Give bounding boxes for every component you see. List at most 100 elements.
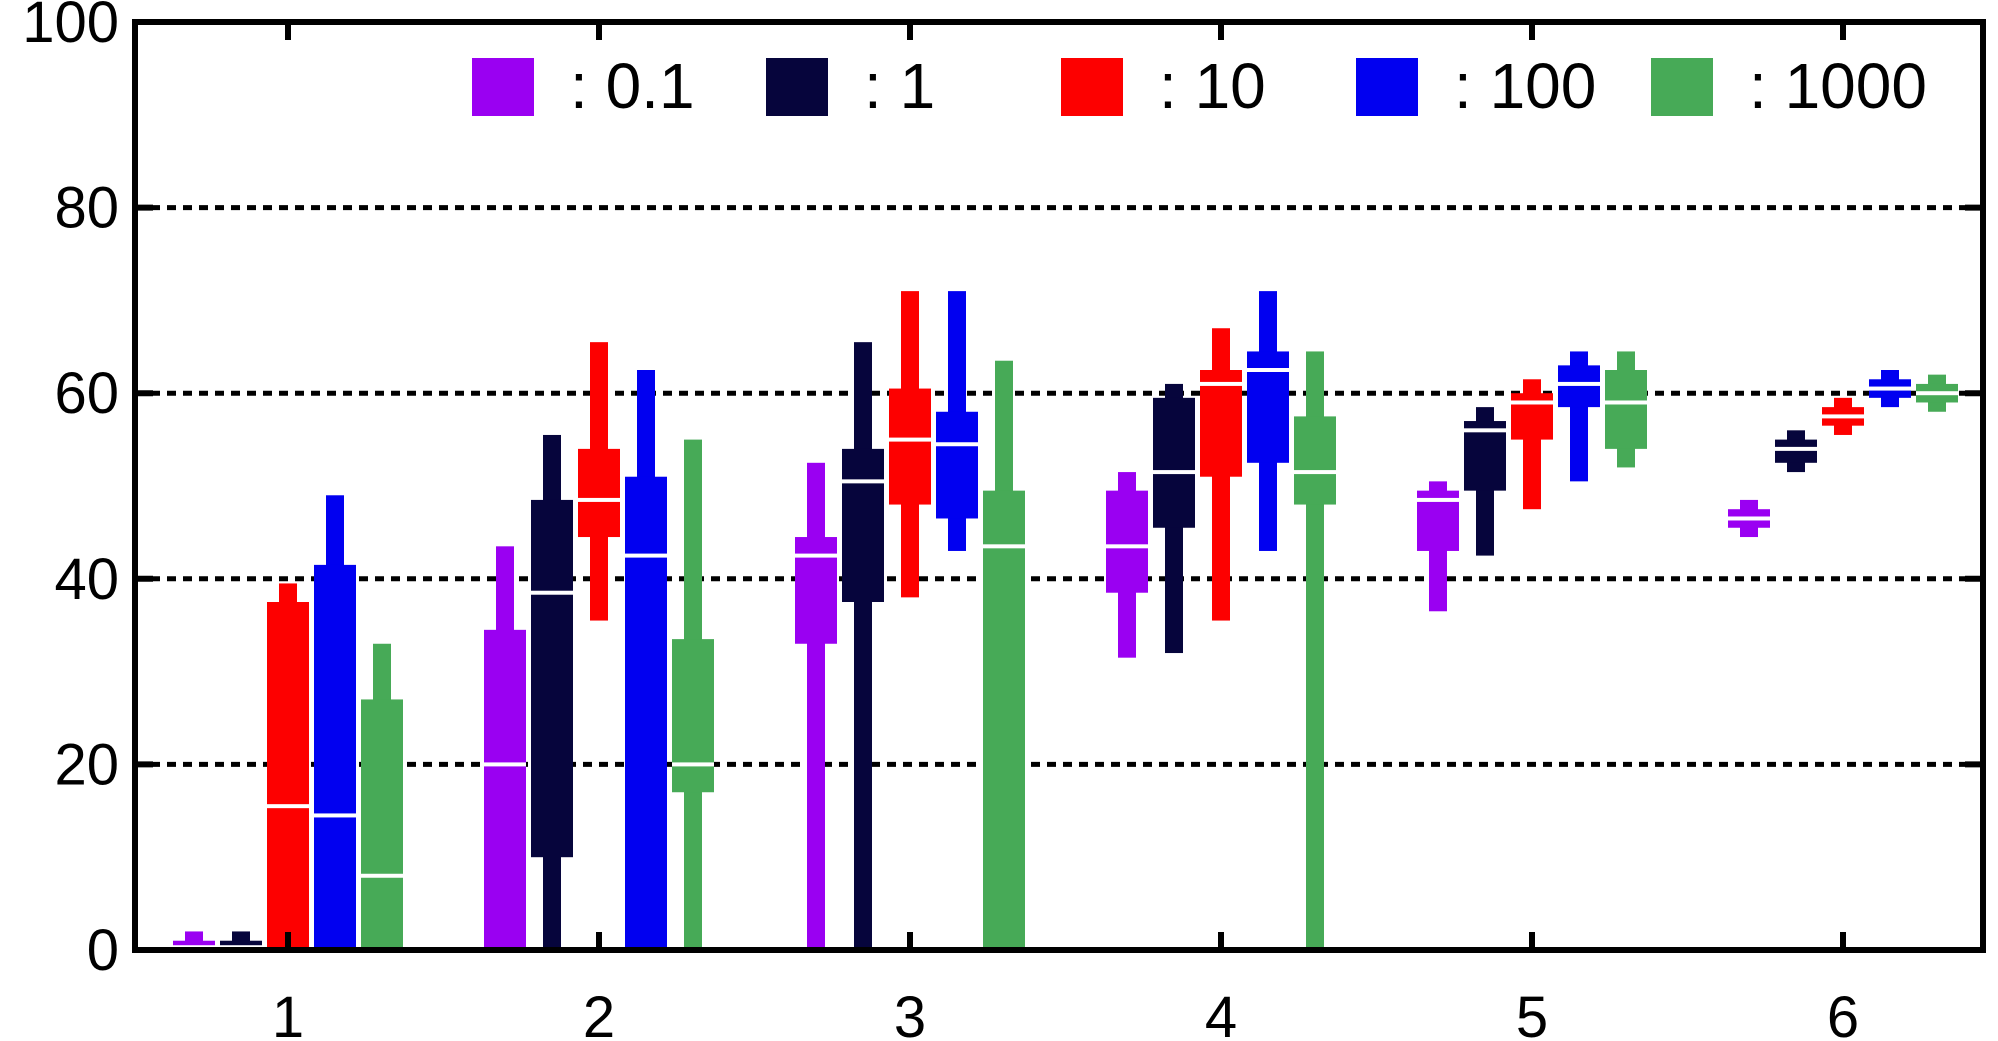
median-line xyxy=(672,762,714,767)
median-line xyxy=(1728,516,1770,521)
box-series xyxy=(173,291,1958,951)
iqr-box xyxy=(795,537,837,644)
median-line xyxy=(361,873,403,878)
iqr-box xyxy=(578,448,620,538)
iqr-box xyxy=(1775,439,1817,463)
box-5-4 xyxy=(1294,351,1336,950)
legend-swatch xyxy=(1651,58,1713,116)
x-tick-label: 5 xyxy=(1516,985,1548,1041)
box-3-6 xyxy=(1822,397,1864,435)
median-line xyxy=(625,553,667,558)
box-5-5 xyxy=(1605,351,1647,468)
median-line xyxy=(1822,414,1864,419)
median-line xyxy=(1200,381,1242,386)
iqr-box xyxy=(531,499,573,858)
median-line xyxy=(983,544,1025,549)
iqr-box xyxy=(1605,370,1647,449)
median-line xyxy=(842,479,884,484)
iqr-box xyxy=(1464,421,1506,491)
iqr-box xyxy=(936,411,978,519)
legend-swatch xyxy=(1061,58,1123,116)
legend-label: : 0.1 xyxy=(570,50,695,122)
median-line xyxy=(1605,400,1647,405)
iqr-box xyxy=(842,448,884,602)
legend: : 0.1 : 1 : 10 : 100 : 1000 xyxy=(472,50,1927,122)
iqr-box xyxy=(1294,416,1336,505)
y-tick-label: 0 xyxy=(87,918,119,983)
box-3-4 xyxy=(1200,328,1242,621)
legend-label: : 1000 xyxy=(1749,50,1927,122)
box-3-2 xyxy=(578,342,620,621)
box-1-5 xyxy=(1417,481,1459,612)
iqr-box xyxy=(889,388,931,505)
iqr-box xyxy=(1153,397,1195,528)
median-line xyxy=(1558,381,1600,386)
box-2-2 xyxy=(531,434,573,951)
legend-swatch xyxy=(472,58,534,116)
iqr-box xyxy=(1106,490,1148,593)
median-line xyxy=(578,497,620,502)
iqr-box xyxy=(314,564,356,950)
x-tick-label: 1 xyxy=(272,985,304,1041)
box-2-4 xyxy=(1153,383,1195,654)
legend-swatch xyxy=(1356,58,1418,116)
box-3-1 xyxy=(267,583,309,950)
median-line xyxy=(1153,470,1195,475)
median-line xyxy=(1106,544,1148,549)
box-5-2 xyxy=(672,439,714,950)
grid-lines xyxy=(135,205,1983,767)
iqr-box xyxy=(672,639,714,793)
iqr-box xyxy=(1200,370,1242,477)
iqr-box xyxy=(484,629,526,950)
y-tick-label: 80 xyxy=(54,176,119,241)
box-2-3 xyxy=(842,342,884,950)
box-3-3 xyxy=(889,291,931,598)
legend-swatch xyxy=(766,58,828,116)
box-1-4 xyxy=(1106,472,1148,658)
median-line xyxy=(889,437,931,442)
median-line xyxy=(267,804,309,809)
box-4-1 xyxy=(314,495,356,950)
legend-label: : 1 xyxy=(864,50,935,122)
box-2-5 xyxy=(1464,407,1506,556)
iqr-box xyxy=(1558,365,1600,408)
iqr-box xyxy=(625,476,667,950)
median-line xyxy=(531,590,573,595)
box-5-1 xyxy=(361,643,403,950)
whisker xyxy=(854,342,872,950)
box-4-5 xyxy=(1558,351,1600,482)
iqr-box xyxy=(361,699,403,950)
box-2-6 xyxy=(1775,430,1817,473)
median-line xyxy=(1869,386,1911,391)
median-line xyxy=(314,813,356,818)
box-3-5 xyxy=(1511,379,1553,510)
median-line xyxy=(1247,368,1289,372)
legend-label: : 10 xyxy=(1159,50,1266,122)
median-line xyxy=(1464,428,1506,433)
box-4-6 xyxy=(1869,370,1911,408)
box-1-6 xyxy=(1728,499,1770,538)
plot-frame xyxy=(132,19,1986,953)
median-line xyxy=(936,442,978,447)
box-4-2 xyxy=(625,370,667,950)
box-4-3 xyxy=(936,291,978,551)
box-1-2 xyxy=(484,546,526,950)
x-tick-label: 6 xyxy=(1827,985,1859,1041)
y-tick-label: 60 xyxy=(54,361,119,426)
median-line xyxy=(795,553,837,558)
median-line xyxy=(1916,391,1958,396)
median-line xyxy=(1775,446,1817,451)
y-tick-label: 40 xyxy=(54,547,119,612)
axes: 0 20 40 60 80 100 1 2 3 4 5 6 xyxy=(22,0,1986,1041)
median-line xyxy=(484,762,526,767)
box-5-3 xyxy=(983,360,1025,951)
median-line xyxy=(1511,400,1553,405)
x-tick-label: 2 xyxy=(583,985,615,1041)
legend-label: : 100 xyxy=(1454,50,1596,122)
y-tick-label: 100 xyxy=(22,0,119,55)
median-line xyxy=(1294,470,1336,475)
iqr-box xyxy=(983,490,1025,950)
x-tick-label: 4 xyxy=(1205,985,1237,1041)
iqr-box xyxy=(267,602,309,950)
